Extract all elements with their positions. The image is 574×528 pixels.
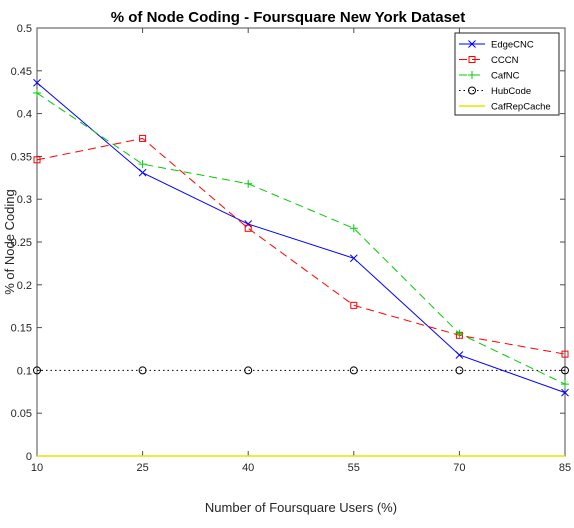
legend-item-hubcode: HubCode	[459, 86, 531, 97]
legend-marker	[468, 56, 476, 63]
legend-label: CafNC	[491, 71, 520, 82]
legend: EdgeCNC CCCN CafNC HubCode CafRepCache	[454, 32, 560, 116]
x-tick-label: 25	[136, 462, 148, 474]
y-tick-label: 0	[26, 451, 32, 463]
data-point-marker	[138, 366, 147, 375]
legend-item-cccn: CCCN	[459, 55, 519, 66]
y-tick-label: 0.5	[17, 23, 32, 35]
series-line	[36, 92, 566, 385]
data-point-marker	[244, 224, 252, 232]
data-point-marker	[139, 134, 147, 142]
data-point-marker	[138, 160, 147, 169]
series-edgecnc	[33, 78, 569, 397]
data-point-marker	[349, 224, 358, 233]
data-point-marker	[455, 366, 464, 375]
data-point-marker	[33, 78, 41, 87]
y-tick-label: 0.15	[11, 323, 32, 335]
data-point-marker	[561, 366, 569, 375]
data-point-marker	[244, 220, 253, 228]
series-group	[33, 78, 569, 457]
x-tick-label: 40	[242, 462, 254, 474]
data-point-marker	[244, 366, 253, 375]
y-tick-label: 0.35	[11, 151, 32, 163]
series-hubcode	[33, 366, 569, 375]
data-point-marker	[33, 156, 41, 164]
x-tick-label: 10	[31, 462, 43, 474]
legend-label: CafRepCache	[491, 102, 551, 113]
y-tick-label: 0.05	[11, 408, 32, 420]
legend-item-edgecnc: EdgeCNC	[459, 40, 534, 51]
legend-label: EdgeCNC	[491, 40, 534, 51]
data-point-marker	[561, 380, 569, 389]
legend-marker	[468, 71, 476, 79]
data-point-marker	[455, 329, 464, 338]
x-tick-label: 70	[453, 462, 465, 474]
data-point-marker	[138, 168, 147, 177]
data-point-marker	[561, 350, 569, 358]
x-axis-label: Number of Foursquare Users (%)	[205, 500, 397, 515]
x-tick-label: 85	[559, 462, 571, 474]
y-tick-labels: 0 0.05 0.1 0.15 0.2 0.25 0.3 0.35 0.4 0.45 0.5	[11, 23, 32, 463]
legend-marker	[468, 86, 476, 95]
data-point-marker	[349, 254, 358, 263]
y-tick-label: 0.45	[11, 66, 32, 78]
legend-item-cafrepcache: CafRepCache	[459, 102, 551, 113]
y-tick-label: 0.4	[17, 109, 32, 121]
y-tick-label: 0.2	[17, 280, 32, 292]
legend-marker	[468, 40, 476, 48]
legend-item-cafnc: CafNC	[459, 71, 520, 82]
y-tick-label: 0.1	[17, 365, 32, 377]
legend-items: EdgeCNC CCCN CafNC HubCode CafRepCache	[459, 40, 551, 113]
y-tick-label: 0.25	[11, 237, 32, 249]
data-point-marker	[33, 89, 41, 98]
data-point-marker	[33, 366, 41, 375]
data-point-marker	[349, 366, 358, 375]
x-tick-label: 55	[348, 462, 360, 474]
y-axis-label: % of Node Coding	[2, 189, 17, 295]
data-point-marker	[244, 179, 253, 188]
y-tick-label: 0.3	[17, 194, 32, 206]
legend-label: CCCN	[491, 55, 519, 66]
series-cafnc	[33, 89, 569, 389]
legend-label: HubCode	[491, 86, 531, 97]
x-tick-labels: 10 25 40 55 70 85	[31, 462, 571, 474]
chart-title: % of Node Coding - Foursquare New York D…	[111, 9, 466, 26]
data-point-marker	[350, 301, 358, 309]
series-line	[36, 82, 566, 394]
data-point-marker	[561, 388, 569, 397]
data-point-marker	[455, 351, 464, 359]
